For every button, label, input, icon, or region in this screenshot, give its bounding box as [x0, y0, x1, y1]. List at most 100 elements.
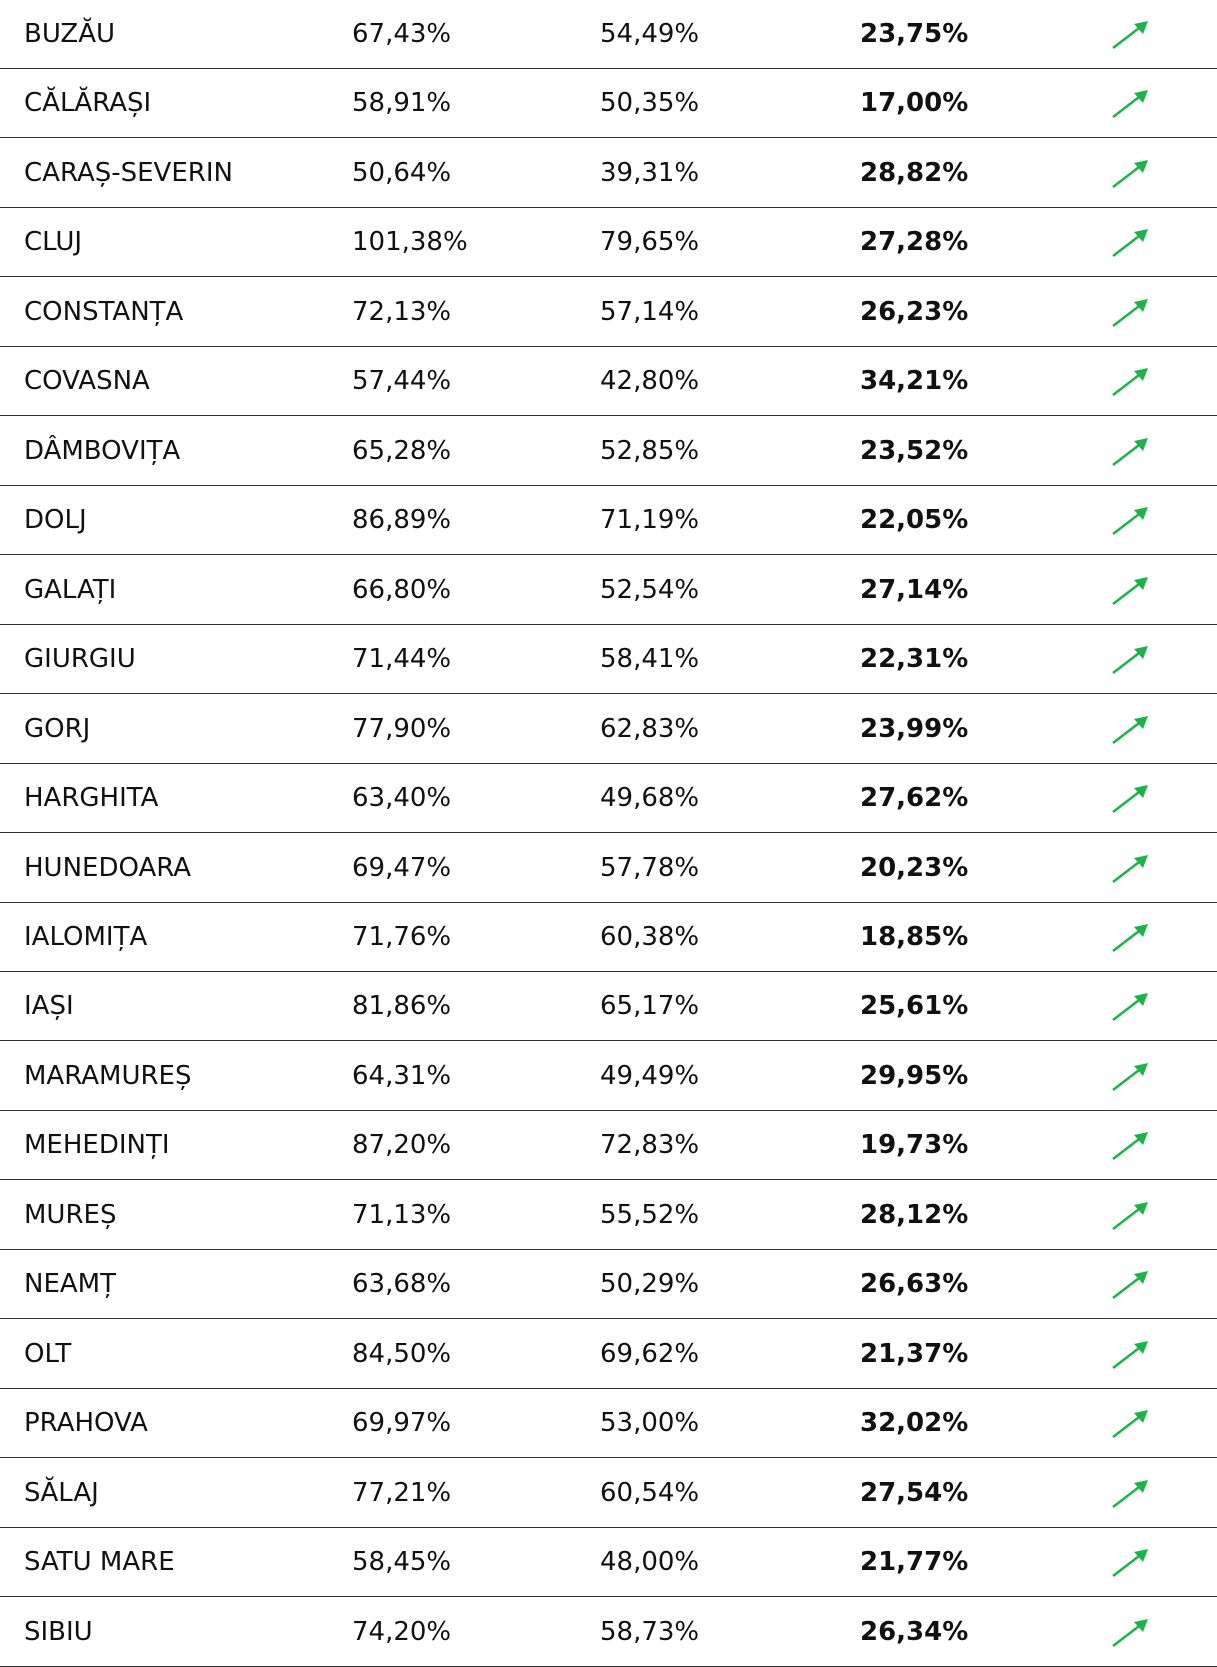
value-a: 58,45%: [352, 1547, 452, 1578]
county: MUREȘ: [24, 1199, 117, 1230]
county: CONSTANȚA: [24, 296, 184, 327]
change: 18,85%: [860, 921, 969, 952]
trend-arrow: [1112, 1549, 1148, 1578]
table-row: DÂMBOVIȚA 65,28% 52,85% 23,52%: [0, 417, 1217, 486]
county: NEAMȚ: [24, 1269, 116, 1300]
value-b: 50,29%: [600, 1269, 700, 1300]
change: 27,62%: [860, 783, 969, 814]
trend-arrow: [1112, 1271, 1148, 1300]
county: DOLJ: [24, 505, 87, 536]
value-b: 50,35%: [600, 88, 700, 119]
change: 27,54%: [860, 1477, 969, 1508]
value-a: 63,40%: [352, 783, 452, 814]
value-a: 87,20%: [352, 1130, 452, 1161]
change: 27,28%: [860, 227, 969, 258]
value-b: 55,52%: [600, 1199, 700, 1230]
county: HARGHITA: [24, 783, 159, 814]
table-row: GORJ 77,90% 62,83% 23,99%: [0, 695, 1217, 764]
value-a: 71,76%: [352, 921, 452, 952]
trend-arrow: [1112, 1479, 1148, 1508]
table-row: GALAȚI 66,80% 52,54% 27,14%: [0, 556, 1217, 625]
county: PRAHOVA: [24, 1408, 148, 1439]
change: 26,34%: [860, 1616, 969, 1647]
change: 28,82%: [860, 157, 969, 188]
value-b: 58,41%: [600, 644, 700, 675]
table-row: MEHEDINȚI 87,20% 72,83% 19,73%: [0, 1111, 1217, 1181]
change: 21,77%: [860, 1547, 969, 1578]
trend-arrow: [1112, 1201, 1148, 1230]
trend-arrow: [1112, 1340, 1148, 1369]
table-row: IAȘI 81,86% 65,17% 25,61%: [0, 972, 1217, 1042]
county: HUNEDOARA: [24, 852, 192, 883]
value-a: 101,38%: [352, 227, 468, 258]
value-a: 71,13%: [352, 1199, 452, 1230]
table-row: OLT 84,50% 69,62% 21,37%: [0, 1320, 1217, 1389]
change: 23,52%: [860, 435, 969, 466]
value-b: 72,83%: [600, 1130, 700, 1161]
trend-arrow: [1112, 159, 1148, 188]
value-a: 63,68%: [352, 1269, 452, 1300]
trend-arrow: [1112, 923, 1148, 952]
change: 19,73%: [860, 1130, 969, 1161]
table-row: GIURGIU 71,44% 58,41% 22,31%: [0, 625, 1217, 695]
value-b: 57,78%: [600, 852, 700, 883]
change: 28,12%: [860, 1199, 969, 1230]
table-row: CONSTANȚA 72,13% 57,14% 26,23%: [0, 278, 1217, 347]
value-a: 57,44%: [352, 366, 452, 397]
value-a: 69,47%: [352, 852, 452, 883]
change: 23,75%: [860, 19, 969, 49]
county: SATU MARE: [24, 1547, 175, 1578]
trend-arrow: [1112, 90, 1148, 119]
change: 27,14%: [860, 574, 969, 605]
table-row: SĂLAJ 77,21% 60,54% 27,54%: [0, 1459, 1217, 1528]
trend-arrow: [1112, 993, 1148, 1022]
county: IAȘI: [24, 991, 74, 1022]
trend-arrow: [1112, 368, 1148, 397]
trend-arrow: [1112, 715, 1148, 744]
change: 20,23%: [860, 852, 969, 883]
value-b: 49,49%: [600, 1060, 700, 1091]
value-a: 77,21%: [352, 1477, 452, 1508]
county: SIBIU: [24, 1616, 93, 1647]
table-row: HARGHITA 63,40% 49,68% 27,62%: [0, 764, 1217, 834]
value-a: 86,89%: [352, 505, 452, 536]
value-a: 84,50%: [352, 1338, 452, 1369]
trend-arrow: [1112, 1062, 1148, 1091]
county: GORJ: [24, 713, 91, 744]
value-b: 60,54%: [600, 1477, 700, 1508]
county: MEHEDINȚI: [24, 1130, 170, 1161]
table-row: SIBIU 74,20% 58,73% 26,34%: [0, 1598, 1217, 1667]
change: 22,31%: [860, 644, 969, 675]
table-row: MARAMUREȘ 64,31% 49,49% 29,95%: [0, 1042, 1217, 1111]
change: 29,95%: [860, 1060, 969, 1091]
table-row: CLUJ 101,38% 79,65% 27,28%: [0, 208, 1217, 278]
value-a: 66,80%: [352, 574, 452, 605]
value-a: 65,28%: [352, 435, 452, 466]
value-b: 39,31%: [600, 157, 700, 188]
change: 26,63%: [860, 1269, 969, 1300]
county: COVASNA: [24, 366, 150, 397]
county: GIURGIU: [24, 644, 136, 675]
county: CLUJ: [24, 227, 83, 258]
change: 25,61%: [860, 991, 969, 1022]
change: 23,99%: [860, 713, 969, 744]
county: SĂLAJ: [24, 1477, 99, 1508]
value-a: 81,86%: [352, 991, 452, 1022]
value-b: 52,54%: [600, 574, 700, 605]
value-b: 49,68%: [600, 783, 700, 814]
value-a: 58,91%: [352, 88, 452, 119]
trend-arrow: [1112, 1618, 1148, 1647]
county: CĂLĂRAȘI: [24, 88, 152, 119]
value-b: 71,19%: [600, 505, 700, 536]
trend-arrow: [1112, 1132, 1148, 1161]
value-a: 64,31%: [352, 1060, 452, 1091]
value-a: 72,13%: [352, 296, 452, 327]
value-b: 62,83%: [600, 713, 700, 744]
table-row: HUNEDOARA 69,47% 57,78% 20,23%: [0, 834, 1217, 903]
value-b: 65,17%: [600, 991, 700, 1022]
change: 32,02%: [860, 1408, 969, 1439]
value-b: 54,49%: [600, 19, 700, 49]
value-b: 53,00%: [600, 1408, 700, 1439]
value-b: 52,85%: [600, 435, 700, 466]
